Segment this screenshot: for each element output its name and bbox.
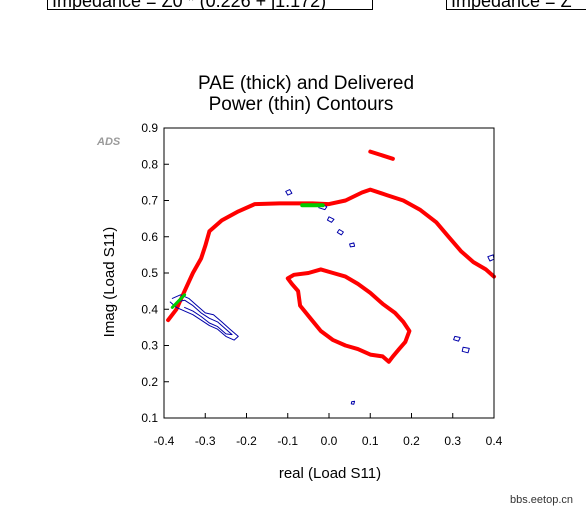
x-tick-label: 0.2	[403, 434, 420, 448]
power-thin-contour	[169, 294, 239, 341]
x-tick-label: -0.2	[236, 434, 257, 448]
power-thin-contour	[461, 346, 470, 354]
x-tick-label: 0.4	[486, 434, 503, 448]
pae-thick-contour	[166, 187, 496, 323]
y-tick-label: 0.1	[141, 411, 158, 425]
ads-logo-mark: ADS	[96, 136, 121, 148]
marker-contour	[170, 293, 187, 309]
y-tick-label: 0.2	[141, 375, 158, 389]
pae-thick-contour	[285, 267, 412, 364]
x-tick-label: -0.4	[154, 434, 175, 448]
chart-title-line-2: Power (thin) Contours	[209, 94, 394, 115]
power-thin-contour	[175, 299, 233, 336]
power-thin-contour	[326, 216, 335, 223]
x-tick-label: 0.1	[362, 434, 379, 448]
power-thin-contour	[487, 254, 495, 262]
contour-series	[166, 149, 496, 405]
y-axis-label: Imag (Load S11)	[101, 227, 118, 338]
x-axis-label: real (Load S11)	[279, 465, 381, 482]
power-thin-contour	[349, 242, 356, 248]
impedance-readout-left: Impedance = Z0 * (0.226 + j1.172)	[47, 0, 373, 10]
y-tick-label: 0.7	[141, 194, 158, 208]
pae-thick-contour	[368, 149, 395, 161]
x-tick-label: -0.1	[277, 434, 298, 448]
axis-ticks: -0.4 -0.3 -0.2 -0.1 0.0 0.1 0.2 0.3 0.4 0.1 0.2 0.3…	[141, 121, 502, 448]
y-tick-label: 0.9	[141, 121, 158, 135]
y-tick-label: 0.4	[141, 302, 158, 316]
power-thin-contour	[336, 229, 344, 236]
y-tick-label: 0.3	[141, 339, 158, 353]
plot-frame	[163, 127, 495, 419]
impedance-readout-right: Impedance = Z	[446, 0, 586, 10]
x-tick-label: -0.3	[195, 434, 216, 448]
y-tick-label: 0.8	[141, 157, 158, 171]
watermark: bbs.eetop.cn	[510, 494, 573, 506]
x-tick-label: 0.0	[321, 434, 338, 448]
x-tick-label: 0.3	[444, 434, 461, 448]
power-thin-contour	[350, 400, 356, 405]
y-tick-label: 0.6	[141, 230, 158, 244]
chart-title-line-1: PAE (thick) and Delivered	[198, 73, 414, 94]
power-thin-contour	[453, 335, 461, 342]
power-thin-contour	[285, 189, 293, 196]
y-tick-label: 0.5	[141, 266, 158, 280]
